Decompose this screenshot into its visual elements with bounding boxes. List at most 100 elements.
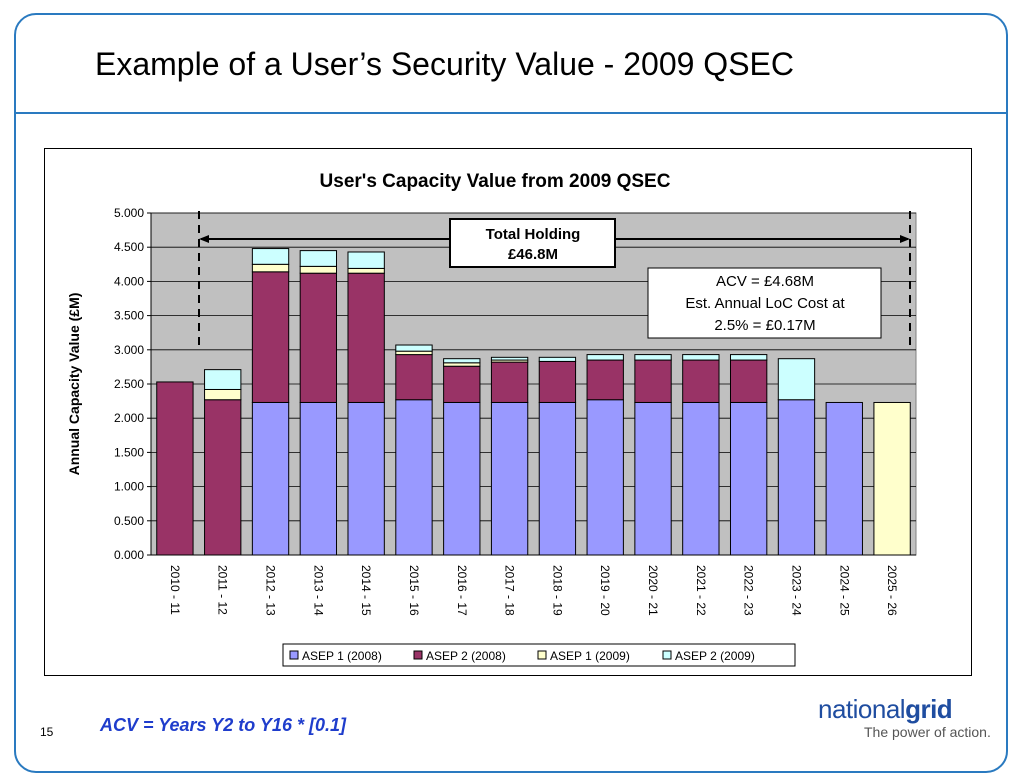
total-holding-text: £46.8M xyxy=(508,246,558,263)
bar-segment-1 xyxy=(586,399,624,556)
bar-segment-2 xyxy=(729,359,768,403)
legend-swatch xyxy=(413,650,423,660)
chart-title: User's Capacity Value from 2009 QSEC xyxy=(320,171,671,192)
bar-segment-1 xyxy=(395,399,433,556)
legend-label: ASEP 2 (2009) xyxy=(675,649,755,663)
bar-segment-4 xyxy=(682,354,720,361)
x-tick-label: 2015 - 16 xyxy=(407,565,421,616)
y-tick-label: 5.000 xyxy=(114,206,144,220)
x-tick-label: 2023 - 24 xyxy=(789,565,803,616)
bar-segment-4 xyxy=(251,248,290,265)
title-divider xyxy=(14,112,1008,114)
bar-segment-1 xyxy=(490,401,529,556)
bar-segment-1 xyxy=(538,401,577,556)
x-tick-label: 2022 - 23 xyxy=(742,565,756,616)
bar-segment-4 xyxy=(729,354,768,361)
bar-segment-1 xyxy=(251,401,290,556)
y-tick-label: 2.500 xyxy=(114,377,144,391)
acv-footnote: ACV = Years Y2 to Y16 * [0.1] xyxy=(100,715,346,735)
bar-segment-4 xyxy=(395,344,433,352)
bar-segment-2 xyxy=(251,271,290,403)
y-tick-label: 4.000 xyxy=(114,274,144,288)
y-tick-label: 4.500 xyxy=(114,240,144,254)
bar-segment-4 xyxy=(634,354,672,361)
bar-segment-3 xyxy=(443,362,481,367)
y-tick-label: 3.000 xyxy=(114,343,144,357)
bar-segment-2 xyxy=(156,381,194,556)
bar-segment-4 xyxy=(204,369,242,390)
bar-segment-3 xyxy=(299,265,338,274)
bar-segment-3 xyxy=(204,388,242,401)
bar-segment-1 xyxy=(299,401,338,556)
bar-segment-2 xyxy=(395,354,433,401)
logo-wordmark: nationalgrid xyxy=(818,694,998,725)
x-tick-label: 2016 - 17 xyxy=(455,565,469,616)
x-tick-label: 2024 - 25 xyxy=(837,565,851,616)
x-tick-label: 2013 - 14 xyxy=(311,565,325,616)
chart-panel: User's Capacity Value from 2009 QSEC 0.00… xyxy=(44,148,972,676)
bar-segment-2 xyxy=(347,272,385,403)
logo-word-light: national xyxy=(818,694,906,724)
x-tick-label: 2018 - 19 xyxy=(550,565,564,616)
y-axis-label: Annual Capacity Value (£M) xyxy=(66,293,82,476)
x-tick-label: 2012 - 13 xyxy=(264,565,278,616)
bar-segment-2 xyxy=(586,359,624,401)
bar-segment-4 xyxy=(299,250,338,267)
legend-swatch xyxy=(537,650,547,660)
legend-swatch xyxy=(289,650,299,660)
bar-segment-2 xyxy=(299,272,338,403)
logo-tagline: The power of action. xyxy=(864,724,991,740)
legend-label: ASEP 2 (2008) xyxy=(426,649,506,663)
bar-segment-3 xyxy=(873,401,911,556)
bar-segment-2 xyxy=(443,365,481,403)
arrow-head-right xyxy=(900,234,910,243)
x-tick-label: 2021 - 22 xyxy=(694,565,708,616)
y-tick-label: 3.500 xyxy=(114,309,144,323)
bar-segment-4 xyxy=(347,251,385,269)
bar-segment-4 xyxy=(538,356,577,362)
capacity-value-chart: User's Capacity Value from 2009 QSEC 0.00… xyxy=(66,171,917,667)
legend-swatch xyxy=(662,650,672,660)
bar-segment-1 xyxy=(777,399,816,556)
bar-segment-2 xyxy=(490,361,529,403)
bar-segment-1 xyxy=(682,401,720,556)
bar-segment-3 xyxy=(251,263,290,273)
x-tick-label: 2010 - 11 xyxy=(168,565,182,615)
acv-box-text: 2.5% = £0.17M xyxy=(714,317,815,334)
bar-segment-4 xyxy=(777,358,816,401)
bar-segment-2 xyxy=(682,359,720,403)
bar-segment-4 xyxy=(586,354,624,361)
y-tick-label: 2.000 xyxy=(114,411,144,425)
bar-segment-1 xyxy=(443,401,481,556)
x-tick-label: 2019 - 20 xyxy=(598,565,612,616)
x-tick-label: 2017 - 18 xyxy=(503,565,517,616)
bar-segment-2 xyxy=(204,399,242,556)
bar-segment-3 xyxy=(347,267,385,274)
x-tick-label: 2025 - 26 xyxy=(885,565,899,616)
y-tick-label: 0.000 xyxy=(114,548,144,562)
bar-segment-1 xyxy=(729,401,768,556)
x-tick-label: 2020 - 21 xyxy=(646,565,660,616)
arrow-head-left xyxy=(199,234,209,243)
acv-box-text: Est. Annual LoC Cost at xyxy=(685,295,845,312)
bar-segment-1 xyxy=(347,401,385,556)
bar-segment-4 xyxy=(490,356,529,361)
acv-box xyxy=(647,267,882,339)
bar-segment-1 xyxy=(825,401,863,556)
x-tick-label: 2011 - 12 xyxy=(216,565,230,615)
bar-segment-2 xyxy=(538,360,577,403)
y-tick-label: 0.500 xyxy=(114,514,144,528)
total-holding-box xyxy=(449,218,616,268)
page-number: 15 xyxy=(40,725,54,739)
bar-segment-2 xyxy=(634,359,672,403)
legend-label: ASEP 1 (2009) xyxy=(550,649,630,663)
y-tick-label: 1.500 xyxy=(114,445,144,459)
legend-label: ASEP 1 (2008) xyxy=(302,649,382,663)
bar-segment-4 xyxy=(443,358,481,364)
x-tick-label: 2014 - 15 xyxy=(359,565,373,616)
slide-title: Example of a User’s Security Value - 200… xyxy=(95,46,794,82)
y-tick-label: 1.000 xyxy=(114,480,144,494)
national-grid-logo: nationalgrid The power of action. xyxy=(818,694,998,754)
acv-box-text: ACV = £4.68M xyxy=(716,273,814,290)
bar-segment-3 xyxy=(395,350,433,356)
